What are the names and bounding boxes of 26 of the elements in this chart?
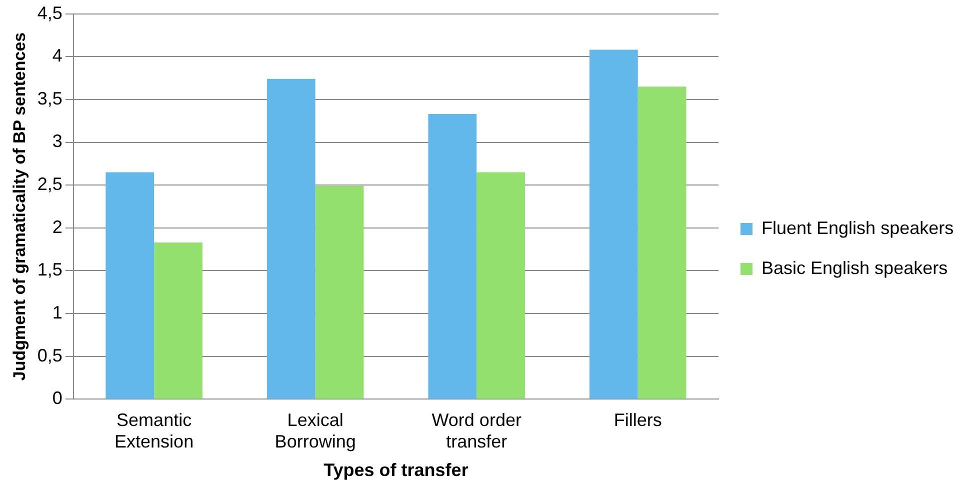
x-tick-label: Semantic Extension bbox=[114, 410, 194, 452]
y-tick-label: 3 bbox=[52, 131, 62, 152]
x-tick-label: Lexical Borrowing bbox=[274, 410, 356, 452]
legend-label: Basic English speakers bbox=[762, 258, 948, 278]
x-axis-title: Types of transfer bbox=[324, 460, 468, 480]
y-tick-label: 3,5 bbox=[37, 88, 62, 108]
y-axis-title: Judgment of gramaticality of BP sentences bbox=[10, 32, 29, 381]
y-tick-label: 1 bbox=[52, 302, 62, 323]
bar bbox=[428, 114, 477, 399]
x-tick-label: Fillers bbox=[614, 410, 662, 430]
x-tick-label: Word order transfer bbox=[432, 410, 522, 452]
bar bbox=[476, 172, 525, 399]
bar bbox=[154, 242, 202, 399]
y-tick-label: 1,5 bbox=[37, 260, 62, 280]
bar bbox=[315, 186, 364, 399]
y-tick-label: 4 bbox=[52, 46, 62, 66]
legend-label: Fluent English speakers bbox=[762, 218, 954, 238]
y-tick-label: 0,5 bbox=[37, 345, 62, 366]
bar bbox=[266, 78, 316, 399]
y-tick-label: 2,5 bbox=[37, 174, 62, 194]
y-tick-label: 2 bbox=[52, 216, 62, 237]
y-tick-label: 0 bbox=[52, 388, 62, 408]
bar bbox=[589, 50, 638, 399]
bar bbox=[638, 86, 686, 399]
y-tick-label: 4,5 bbox=[37, 2, 62, 23]
bar bbox=[106, 172, 154, 399]
